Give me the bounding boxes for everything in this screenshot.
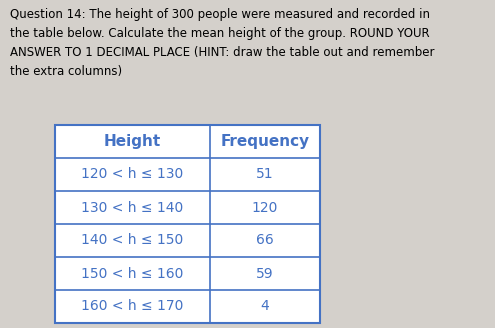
Text: 59: 59 <box>256 266 274 280</box>
Text: 4: 4 <box>261 299 269 314</box>
Text: Height: Height <box>104 134 161 149</box>
Text: 160 < h ≤ 170: 160 < h ≤ 170 <box>81 299 184 314</box>
Text: 130 < h ≤ 140: 130 < h ≤ 140 <box>81 200 184 215</box>
Text: 120: 120 <box>252 200 278 215</box>
Bar <box>55 125 320 323</box>
Text: 66: 66 <box>256 234 274 248</box>
Text: 120 < h ≤ 130: 120 < h ≤ 130 <box>81 168 184 181</box>
Text: 51: 51 <box>256 168 274 181</box>
Text: Frequency: Frequency <box>220 134 309 149</box>
Text: 150 < h ≤ 160: 150 < h ≤ 160 <box>81 266 184 280</box>
Text: 140 < h ≤ 150: 140 < h ≤ 150 <box>81 234 184 248</box>
Text: Question 14: The height of 300 people were measured and recorded in
the table be: Question 14: The height of 300 people we… <box>10 8 435 78</box>
